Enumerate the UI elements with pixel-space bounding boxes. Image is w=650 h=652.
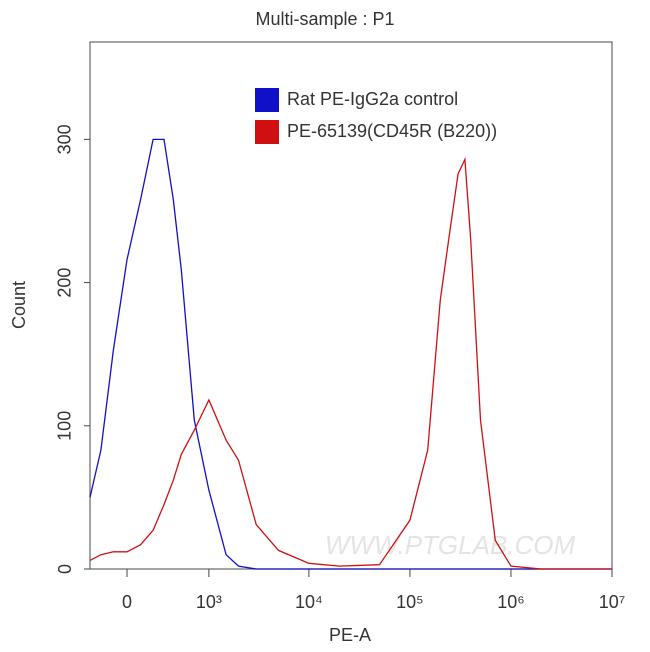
legend-label: PE-65139(CD45R (B220)) xyxy=(287,121,497,141)
x-tick-label: 10⁵ xyxy=(396,592,423,612)
legend-swatch xyxy=(255,88,279,112)
y-tick-label: 0 xyxy=(55,564,75,574)
y-tick-label: 100 xyxy=(55,411,75,441)
x-tick-label: 10³ xyxy=(196,592,222,612)
x-axis-label: PE-A xyxy=(329,625,371,645)
x-tick-label: 10⁷ xyxy=(599,592,626,612)
chart-title: Multi-sample : P1 xyxy=(255,9,394,29)
legend-swatch xyxy=(255,120,279,144)
y-tick-label: 200 xyxy=(55,268,75,298)
x-tick-label: 10⁶ xyxy=(497,592,524,612)
histogram-line xyxy=(89,138,612,570)
x-tick-label: 10⁴ xyxy=(295,592,323,612)
legend-label: Rat PE-IgG2a control xyxy=(287,89,458,109)
x-tick-label: 0 xyxy=(122,592,132,612)
histogram-line xyxy=(89,156,612,570)
y-tick-label: 300 xyxy=(55,124,75,154)
y-axis-label: Count xyxy=(9,281,29,329)
watermark: WWW.PTGLAB.COM xyxy=(325,530,576,560)
